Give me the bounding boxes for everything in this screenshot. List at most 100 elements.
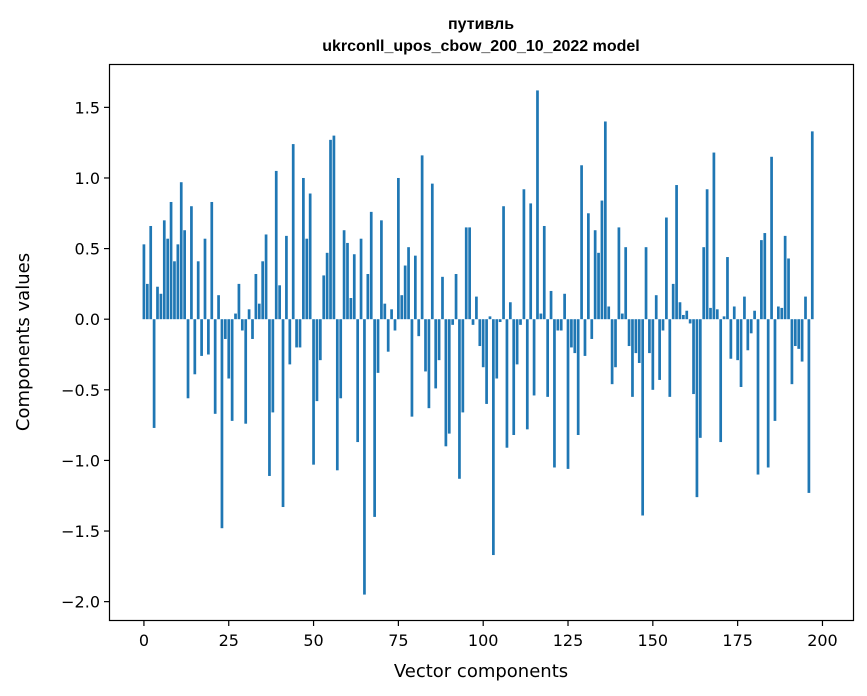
bar bbox=[532, 319, 536, 396]
bar bbox=[777, 306, 780, 320]
bar bbox=[570, 319, 573, 348]
bar bbox=[580, 165, 583, 320]
bar bbox=[410, 319, 414, 417]
bar bbox=[240, 319, 244, 331]
bar bbox=[393, 319, 397, 331]
chart-title: путивль bbox=[448, 16, 514, 33]
bar bbox=[641, 319, 645, 516]
bar bbox=[441, 276, 444, 320]
bar bbox=[454, 274, 458, 320]
bar bbox=[386, 319, 390, 352]
bar bbox=[288, 319, 292, 365]
bar bbox=[793, 319, 797, 347]
bar bbox=[244, 319, 248, 424]
bar bbox=[458, 319, 461, 479]
x-tick-label: 200 bbox=[807, 631, 838, 650]
bar bbox=[230, 319, 234, 421]
bar bbox=[485, 319, 488, 404]
bar bbox=[539, 313, 543, 320]
bar bbox=[390, 309, 393, 320]
bars-group bbox=[142, 90, 814, 595]
bar bbox=[352, 254, 356, 320]
bar bbox=[753, 310, 756, 320]
bar bbox=[271, 319, 275, 413]
bar bbox=[627, 319, 631, 347]
x-tick-label: 25 bbox=[219, 631, 239, 650]
bar bbox=[756, 319, 760, 475]
bar bbox=[254, 274, 258, 320]
bar bbox=[800, 319, 804, 362]
bar bbox=[715, 309, 719, 320]
bar bbox=[200, 319, 203, 356]
bar bbox=[285, 235, 288, 320]
bar bbox=[546, 319, 550, 397]
bar bbox=[437, 319, 441, 361]
bar bbox=[366, 274, 370, 320]
x-tick-label: 175 bbox=[722, 631, 753, 650]
bar bbox=[166, 238, 170, 320]
bar bbox=[549, 290, 553, 320]
y-tick-label: 0.0 bbox=[75, 310, 100, 329]
bar bbox=[603, 121, 607, 320]
bar bbox=[658, 319, 661, 380]
x-tick-label: 50 bbox=[303, 631, 323, 650]
bar bbox=[529, 203, 533, 320]
bar bbox=[179, 182, 183, 320]
bar bbox=[302, 177, 305, 320]
bar bbox=[298, 319, 302, 348]
bar bbox=[631, 319, 634, 397]
bar bbox=[237, 283, 241, 320]
bar bbox=[726, 257, 729, 320]
bar bbox=[525, 319, 529, 430]
x-tick-label: 125 bbox=[553, 631, 584, 650]
bar bbox=[220, 319, 224, 529]
bar bbox=[451, 319, 455, 325]
bar bbox=[661, 319, 665, 331]
bar bbox=[478, 319, 482, 347]
bar bbox=[607, 306, 611, 320]
bar bbox=[617, 227, 621, 320]
x-axis-label: Vector components bbox=[394, 661, 568, 682]
bar bbox=[624, 247, 628, 320]
bar bbox=[787, 258, 790, 320]
bar bbox=[587, 213, 590, 320]
bar bbox=[475, 296, 478, 320]
bar bbox=[749, 319, 753, 334]
bar bbox=[251, 319, 254, 339]
y-axis-label: Components values bbox=[13, 253, 34, 431]
bar bbox=[597, 252, 600, 320]
bar bbox=[644, 247, 648, 320]
bar bbox=[743, 296, 746, 320]
bar bbox=[773, 319, 777, 421]
x-tick-label: 75 bbox=[388, 631, 408, 650]
bar bbox=[495, 319, 499, 379]
bar bbox=[536, 90, 539, 320]
bar bbox=[162, 220, 166, 320]
bar bbox=[339, 319, 343, 399]
bar bbox=[407, 247, 410, 320]
bar bbox=[566, 319, 570, 469]
bar bbox=[281, 319, 285, 508]
bar bbox=[614, 319, 617, 368]
bar bbox=[556, 319, 560, 331]
bar bbox=[186, 319, 190, 399]
bar bbox=[709, 307, 712, 320]
bar bbox=[213, 319, 217, 414]
bar bbox=[264, 234, 268, 320]
bar bbox=[804, 296, 807, 320]
bar bbox=[196, 261, 200, 320]
x-tick-label: 100 bbox=[468, 631, 499, 650]
y-tick-label: −1.5 bbox=[61, 522, 100, 541]
bar bbox=[305, 238, 309, 320]
bar bbox=[464, 227, 468, 320]
bar bbox=[634, 319, 638, 354]
x-axis-ticks: 0 25 50 75 100 125 150 175 200 bbox=[139, 620, 838, 650]
bar bbox=[159, 293, 163, 320]
y-tick-label: 1.0 bbox=[75, 169, 100, 188]
bar bbox=[692, 319, 695, 395]
bar bbox=[203, 238, 207, 320]
bar bbox=[149, 225, 153, 320]
bar bbox=[760, 240, 763, 320]
bar bbox=[227, 319, 231, 379]
y-tick-label: −2.0 bbox=[61, 593, 100, 612]
